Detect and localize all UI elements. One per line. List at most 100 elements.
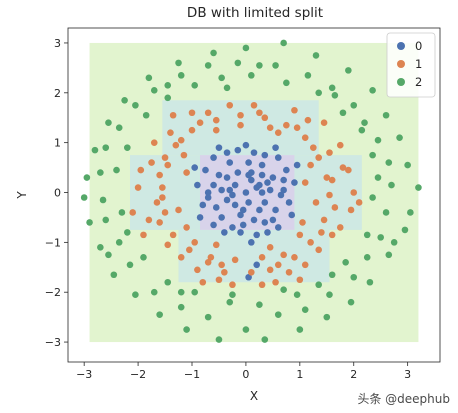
point-class-0 (202, 166, 209, 174)
point-class-0 (258, 189, 266, 196)
point-class-1 (237, 121, 244, 129)
point-class-1 (212, 126, 220, 134)
point-class-2 (280, 39, 287, 47)
point-class-0 (280, 186, 287, 194)
point-class-1 (204, 109, 212, 117)
point-class-2 (105, 251, 112, 259)
point-class-2 (315, 89, 322, 97)
point-class-1 (140, 231, 147, 239)
point-class-1 (156, 219, 163, 226)
point-class-1 (258, 281, 266, 289)
point-class-2 (388, 181, 395, 189)
point-class-2 (191, 288, 198, 296)
point-class-1 (226, 101, 234, 109)
point-class-2 (377, 234, 384, 241)
point-class-1 (326, 191, 333, 199)
point-class-1 (218, 261, 225, 269)
point-class-2 (150, 87, 158, 94)
axis-ticks: −3 −2 −1 0 1 2 3 −3 −2 −1 0 1 2 3 (45, 37, 411, 381)
point-class-1 (291, 106, 298, 114)
point-class-2 (183, 326, 190, 333)
point-class-1 (272, 278, 279, 286)
point-class-1 (183, 224, 190, 231)
point-class-2 (361, 119, 368, 127)
point-class-2 (293, 291, 301, 299)
point-class-2 (323, 313, 331, 321)
point-class-1 (169, 231, 177, 239)
point-class-1 (307, 161, 314, 169)
point-class-1 (301, 179, 309, 186)
point-class-2 (175, 59, 182, 67)
point-class-0 (258, 171, 266, 179)
y-axis-label: Y (15, 191, 29, 200)
point-class-1 (320, 216, 328, 224)
point-class-0 (258, 161, 266, 169)
point-class-0 (239, 221, 247, 229)
point-class-2 (385, 159, 393, 166)
point-class-0 (285, 199, 293, 206)
point-class-0 (234, 169, 242, 176)
point-class-1 (212, 241, 220, 249)
point-class-1 (293, 124, 301, 132)
point-class-0 (237, 211, 244, 219)
point-class-2 (345, 67, 352, 74)
point-class-2 (363, 254, 371, 261)
point-class-0 (210, 181, 217, 189)
point-class-2 (415, 184, 422, 191)
legend: 0 1 2 (386, 32, 436, 98)
point-class-0 (288, 211, 296, 219)
point-class-2 (396, 134, 403, 141)
point-class-2 (280, 286, 287, 294)
point-class-2 (164, 278, 172, 286)
point-class-2 (132, 101, 139, 109)
point-class-1 (347, 206, 355, 214)
point-class-1 (188, 109, 196, 117)
point-class-2 (132, 291, 139, 299)
point-class-1 (266, 266, 274, 274)
point-class-0 (274, 154, 282, 161)
point-class-2 (315, 281, 322, 289)
point-class-0 (204, 189, 212, 196)
point-class-2 (390, 239, 398, 246)
point-class-0 (248, 239, 255, 246)
legend-label: 0 (415, 39, 422, 53)
legend-marker (397, 78, 405, 86)
point-class-0 (272, 206, 279, 214)
point-class-1 (336, 224, 344, 231)
point-class-2 (350, 273, 358, 281)
point-class-2 (385, 251, 393, 259)
point-class-1 (175, 206, 182, 214)
point-class-1 (183, 169, 190, 176)
point-class-2 (97, 244, 104, 251)
point-class-2 (218, 74, 225, 82)
point-class-2 (296, 326, 304, 333)
point-class-2 (164, 82, 172, 89)
point-class-1 (283, 121, 290, 129)
y-tick-label: 0 (54, 187, 61, 200)
point-class-2 (80, 194, 88, 201)
legend-marker (397, 60, 405, 68)
point-class-2 (248, 72, 255, 79)
point-class-0 (231, 201, 239, 209)
point-class-1 (231, 256, 239, 264)
point-class-0 (250, 149, 258, 156)
point-class-2 (142, 111, 150, 119)
point-class-1 (194, 266, 201, 274)
point-class-1 (204, 258, 212, 266)
point-class-2 (124, 229, 131, 236)
point-class-2 (121, 96, 128, 104)
point-class-1 (326, 149, 333, 156)
point-class-1 (307, 239, 314, 246)
point-class-0 (226, 159, 234, 166)
point-class-0 (245, 199, 252, 206)
point-class-2 (156, 311, 163, 318)
point-class-1 (137, 166, 145, 174)
legend-label: 2 (415, 75, 422, 89)
point-class-1 (331, 204, 339, 211)
point-class-2 (210, 49, 217, 57)
point-class-1 (296, 231, 304, 239)
point-class-0 (210, 221, 217, 229)
point-class-0 (261, 151, 269, 159)
point-class-2 (102, 144, 110, 151)
